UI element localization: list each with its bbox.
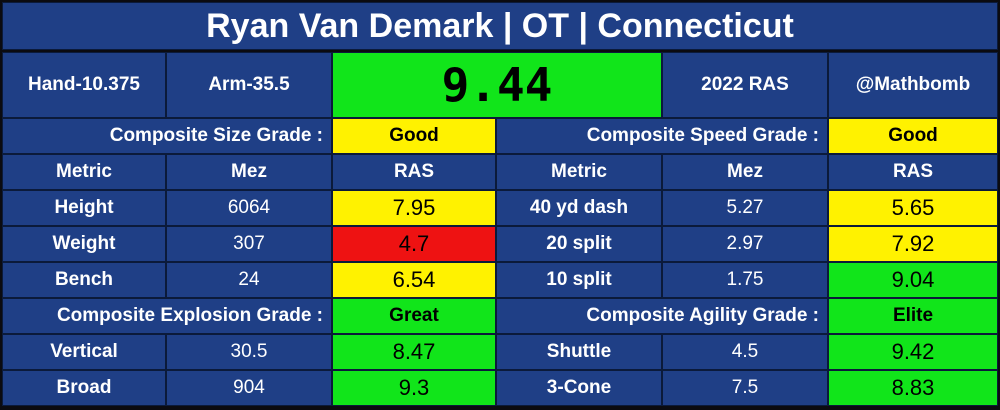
ras-weight: 4.7 (332, 226, 496, 262)
mez-10-split: 1.75 (662, 262, 828, 298)
metric-10-split: 10 split (496, 262, 662, 298)
player-title: Ryan Van Demark | OT | Connecticut (2, 2, 998, 50)
explosion-grade-label: Composite Explosion Grade : (2, 298, 332, 334)
size-grade-value: Good (332, 118, 496, 154)
agility-grade-label: Composite Agility Grade : (496, 298, 828, 334)
speed-grade-label: Composite Speed Grade : (496, 118, 828, 154)
speed-grade-value: Good (828, 118, 998, 154)
ras-broad: 9.3 (332, 370, 496, 406)
arm-length: Arm-35.5 (166, 52, 332, 118)
ras-bench: 6.54 (332, 262, 496, 298)
author-handle: @Mathbomb (828, 52, 998, 118)
metric-broad: Broad (2, 370, 166, 406)
ras-year: 2022 RAS (662, 52, 828, 118)
ras-shuttle: 9.42 (828, 334, 998, 370)
col-metric-right: Metric (496, 154, 662, 190)
col-mez-right: Mez (662, 154, 828, 190)
col-ras-left: RAS (332, 154, 496, 190)
metric-bench: Bench (2, 262, 166, 298)
explosion-grade-value: Great (332, 298, 496, 334)
col-metric-left: Metric (2, 154, 166, 190)
ras-20-split: 7.92 (828, 226, 998, 262)
metric-vertical: Vertical (2, 334, 166, 370)
mez-20-split: 2.97 (662, 226, 828, 262)
mez-bench: 24 (166, 262, 332, 298)
mez-height: 6064 (166, 190, 332, 226)
col-ras-right: RAS (828, 154, 998, 190)
ras-3-cone: 8.83 (828, 370, 998, 406)
metric-40-yd-dash: 40 yd dash (496, 190, 662, 226)
metric-3-cone: 3-Cone (496, 370, 662, 406)
mez-3-cone: 7.5 (662, 370, 828, 406)
metric-20-split: 20 split (496, 226, 662, 262)
size-grade-label: Composite Size Grade : (2, 118, 332, 154)
mez-40-yd-dash: 5.27 (662, 190, 828, 226)
metric-height: Height (2, 190, 166, 226)
mez-weight: 307 (166, 226, 332, 262)
metric-shuttle: Shuttle (496, 334, 662, 370)
ras-score: 9.44 (332, 52, 662, 118)
ras-10-split: 9.04 (828, 262, 998, 298)
ras-40-yd-dash: 5.65 (828, 190, 998, 226)
col-mez-left: Mez (166, 154, 332, 190)
metric-weight: Weight (2, 226, 166, 262)
mez-shuttle: 4.5 (662, 334, 828, 370)
mez-vertical: 30.5 (166, 334, 332, 370)
ras-vertical: 8.47 (332, 334, 496, 370)
mez-broad: 904 (166, 370, 332, 406)
agility-grade-value: Elite (828, 298, 998, 334)
ras-height: 7.95 (332, 190, 496, 226)
hand-size: Hand-10.375 (2, 52, 166, 118)
